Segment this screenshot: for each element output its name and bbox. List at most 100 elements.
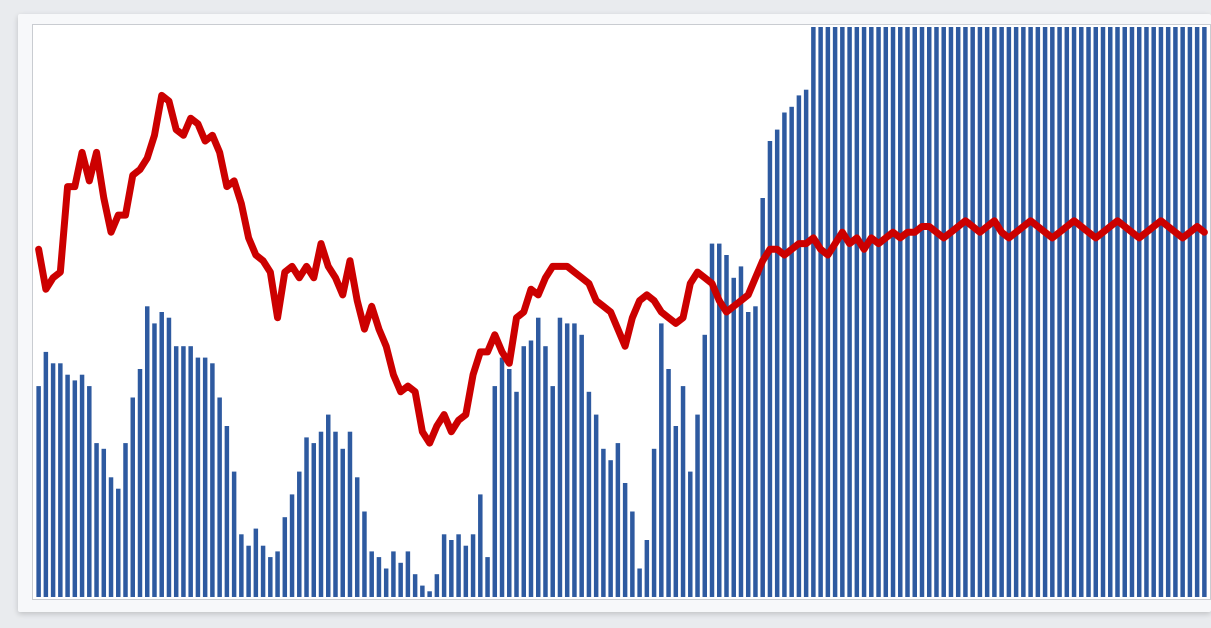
bar xyxy=(275,551,280,597)
bar xyxy=(1100,27,1106,597)
bar xyxy=(876,27,881,597)
bar xyxy=(441,534,447,597)
bar xyxy=(65,374,70,597)
bar xyxy=(564,323,570,597)
bar xyxy=(231,471,237,597)
bar xyxy=(883,27,889,597)
bar xyxy=(354,477,360,597)
bar xyxy=(717,243,722,597)
bar xyxy=(434,574,440,597)
bar xyxy=(304,437,309,597)
bar xyxy=(260,545,266,597)
bar xyxy=(934,27,939,597)
bar xyxy=(456,534,461,597)
bar xyxy=(289,494,295,597)
bar xyxy=(745,312,751,597)
bar xyxy=(1064,27,1070,597)
bar xyxy=(796,95,802,598)
bar xyxy=(709,243,715,597)
bar xyxy=(854,27,860,597)
combo-chart xyxy=(35,27,1208,598)
bar xyxy=(1122,27,1127,597)
bar xyxy=(644,540,650,597)
bar xyxy=(137,369,143,597)
bar xyxy=(210,363,215,597)
bar xyxy=(72,380,78,597)
bar xyxy=(695,414,700,597)
bar xyxy=(123,443,128,597)
bar xyxy=(1050,27,1055,597)
bar xyxy=(152,323,157,597)
bar xyxy=(955,27,961,597)
bar xyxy=(760,198,765,597)
bar xyxy=(941,27,946,597)
bar xyxy=(1129,27,1135,597)
bar xyxy=(963,27,968,597)
bar xyxy=(101,448,107,597)
bar xyxy=(1006,27,1012,597)
bar xyxy=(398,562,403,597)
bar xyxy=(43,351,49,597)
bar xyxy=(1086,27,1091,597)
bar xyxy=(832,27,838,597)
bar xyxy=(181,346,186,597)
bar xyxy=(666,369,671,597)
bar xyxy=(514,391,519,597)
bar xyxy=(1194,27,1200,597)
bar xyxy=(507,369,512,597)
bar xyxy=(890,27,896,597)
bar xyxy=(144,306,150,597)
bar xyxy=(774,129,780,597)
bar xyxy=(1042,27,1048,597)
bar xyxy=(253,528,259,597)
bar xyxy=(659,323,664,597)
bar xyxy=(79,374,85,597)
bar xyxy=(680,386,686,597)
bar xyxy=(535,317,541,597)
bar xyxy=(224,426,230,597)
bar xyxy=(318,431,324,597)
bar xyxy=(449,540,454,597)
bar xyxy=(601,448,606,597)
bar xyxy=(94,443,99,597)
bar xyxy=(1173,27,1178,597)
bar xyxy=(1035,27,1041,597)
bar xyxy=(470,534,476,597)
bar xyxy=(1151,27,1156,597)
bar xyxy=(738,266,744,597)
bar xyxy=(50,363,56,597)
bar xyxy=(463,545,469,597)
bar xyxy=(311,443,317,597)
bar xyxy=(673,426,679,597)
bar xyxy=(1144,27,1149,597)
bar xyxy=(1115,27,1120,597)
bar xyxy=(803,89,809,597)
bar xyxy=(818,27,823,597)
bar xyxy=(1165,27,1171,597)
bar xyxy=(159,312,164,597)
plot-area xyxy=(32,24,1211,600)
bar xyxy=(383,568,389,597)
bar xyxy=(1187,27,1193,597)
bar xyxy=(1093,27,1099,597)
bar xyxy=(912,27,917,597)
bar xyxy=(905,27,910,597)
bar xyxy=(116,488,121,597)
bar xyxy=(811,27,816,597)
bar xyxy=(36,386,41,597)
bar xyxy=(557,317,563,597)
bar xyxy=(1021,27,1026,597)
bar xyxy=(1108,27,1113,597)
bar xyxy=(297,471,302,597)
bar xyxy=(825,27,831,597)
bar xyxy=(977,27,983,597)
bar xyxy=(702,334,708,597)
bar xyxy=(789,106,794,598)
bar xyxy=(173,346,179,597)
bar xyxy=(268,557,273,597)
bar xyxy=(948,27,954,597)
bar xyxy=(724,255,729,597)
bar xyxy=(239,534,244,597)
bar xyxy=(1013,27,1019,597)
bar xyxy=(499,357,505,597)
